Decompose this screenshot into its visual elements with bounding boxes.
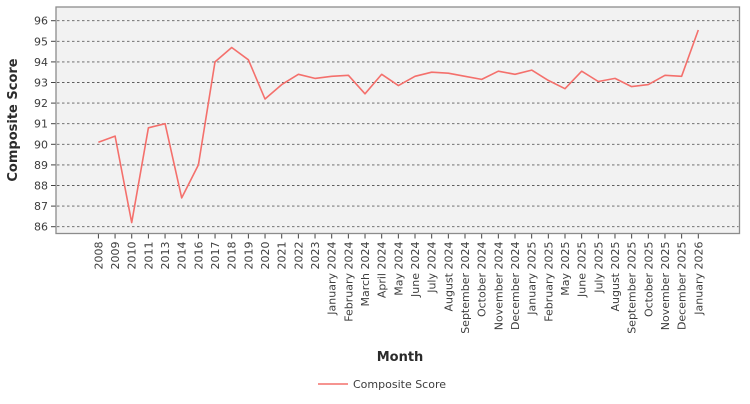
x-tick-label: November 2025 [659, 242, 672, 331]
y-tick-label: 92 [34, 97, 48, 110]
y-tick-label: 89 [34, 159, 48, 172]
y-tick-label: 90 [34, 138, 48, 151]
y-tick-label: 87 [34, 200, 48, 213]
x-tick-label: 2010 [126, 242, 139, 270]
y-tick-label: 91 [34, 118, 48, 131]
x-tick-label: August 2024 [442, 242, 455, 312]
x-tick-label: October 2024 [476, 242, 489, 318]
x-tick-label: July 2025 [592, 242, 605, 294]
x-tick-label: 2016 [192, 242, 205, 270]
x-tick-label: December 2024 [509, 242, 522, 331]
x-tick-label: 2008 [92, 242, 105, 270]
x-tick-label: June 2025 [576, 242, 589, 298]
x-tick-label: October 2025 [642, 242, 655, 318]
y-tick-label: 88 [34, 180, 48, 193]
plot-border [55, 6, 741, 235]
x-tick-label: January 2024 [326, 242, 339, 316]
x-tick-label: 2014 [176, 242, 189, 270]
x-tick-label: May 2024 [392, 242, 405, 296]
x-tick-label: 2021 [276, 242, 289, 270]
x-tick-label: February 2025 [542, 241, 555, 321]
x-tick-label: August 2025 [609, 242, 622, 312]
x-tick-label: February 2024 [342, 241, 355, 321]
series-line-composite-score [98, 29, 700, 224]
x-tick-label: 2018 [226, 242, 239, 270]
x-tick-label: December 2025 [676, 242, 689, 331]
plot-area [56, 7, 740, 234]
x-tick-label: 2009 [109, 242, 122, 270]
x-tick-label: November 2024 [492, 242, 505, 331]
x-tick-label: April 2024 [376, 242, 389, 299]
x-tick-label: January 2026 [692, 242, 705, 316]
x-tick-label: 2020 [259, 242, 272, 270]
y-tick-label: 93 [34, 77, 48, 90]
x-axis-title: Month [377, 350, 424, 365]
x-tick-label: 2023 [309, 242, 322, 270]
x-tick-label: 2019 [242, 242, 255, 270]
x-tick-label: September 2025 [626, 242, 639, 334]
x-tick-label: May 2025 [559, 242, 572, 296]
x-tick-label: July 2024 [426, 242, 439, 294]
y-axis-title: Composite Score [6, 58, 21, 181]
x-tick-label: 2022 [292, 242, 305, 270]
legend-label: Composite Score [353, 378, 446, 391]
y-tick-label: 86 [34, 221, 48, 234]
x-tick-label: March 2024 [359, 242, 372, 307]
x-tick-label: September 2024 [459, 242, 472, 334]
y-tick-label: 96 [34, 15, 48, 28]
x-tick-label: 2017 [209, 242, 222, 270]
y-tick-label: 94 [34, 56, 48, 69]
y-tick-label: 95 [34, 35, 48, 48]
x-tick-label: 2011 [142, 242, 155, 270]
x-tick-label: June 2024 [409, 242, 422, 298]
x-tick-label: 2013 [159, 242, 172, 270]
legend: Composite Score [318, 378, 446, 391]
x-tick-label: January 2025 [526, 242, 539, 316]
